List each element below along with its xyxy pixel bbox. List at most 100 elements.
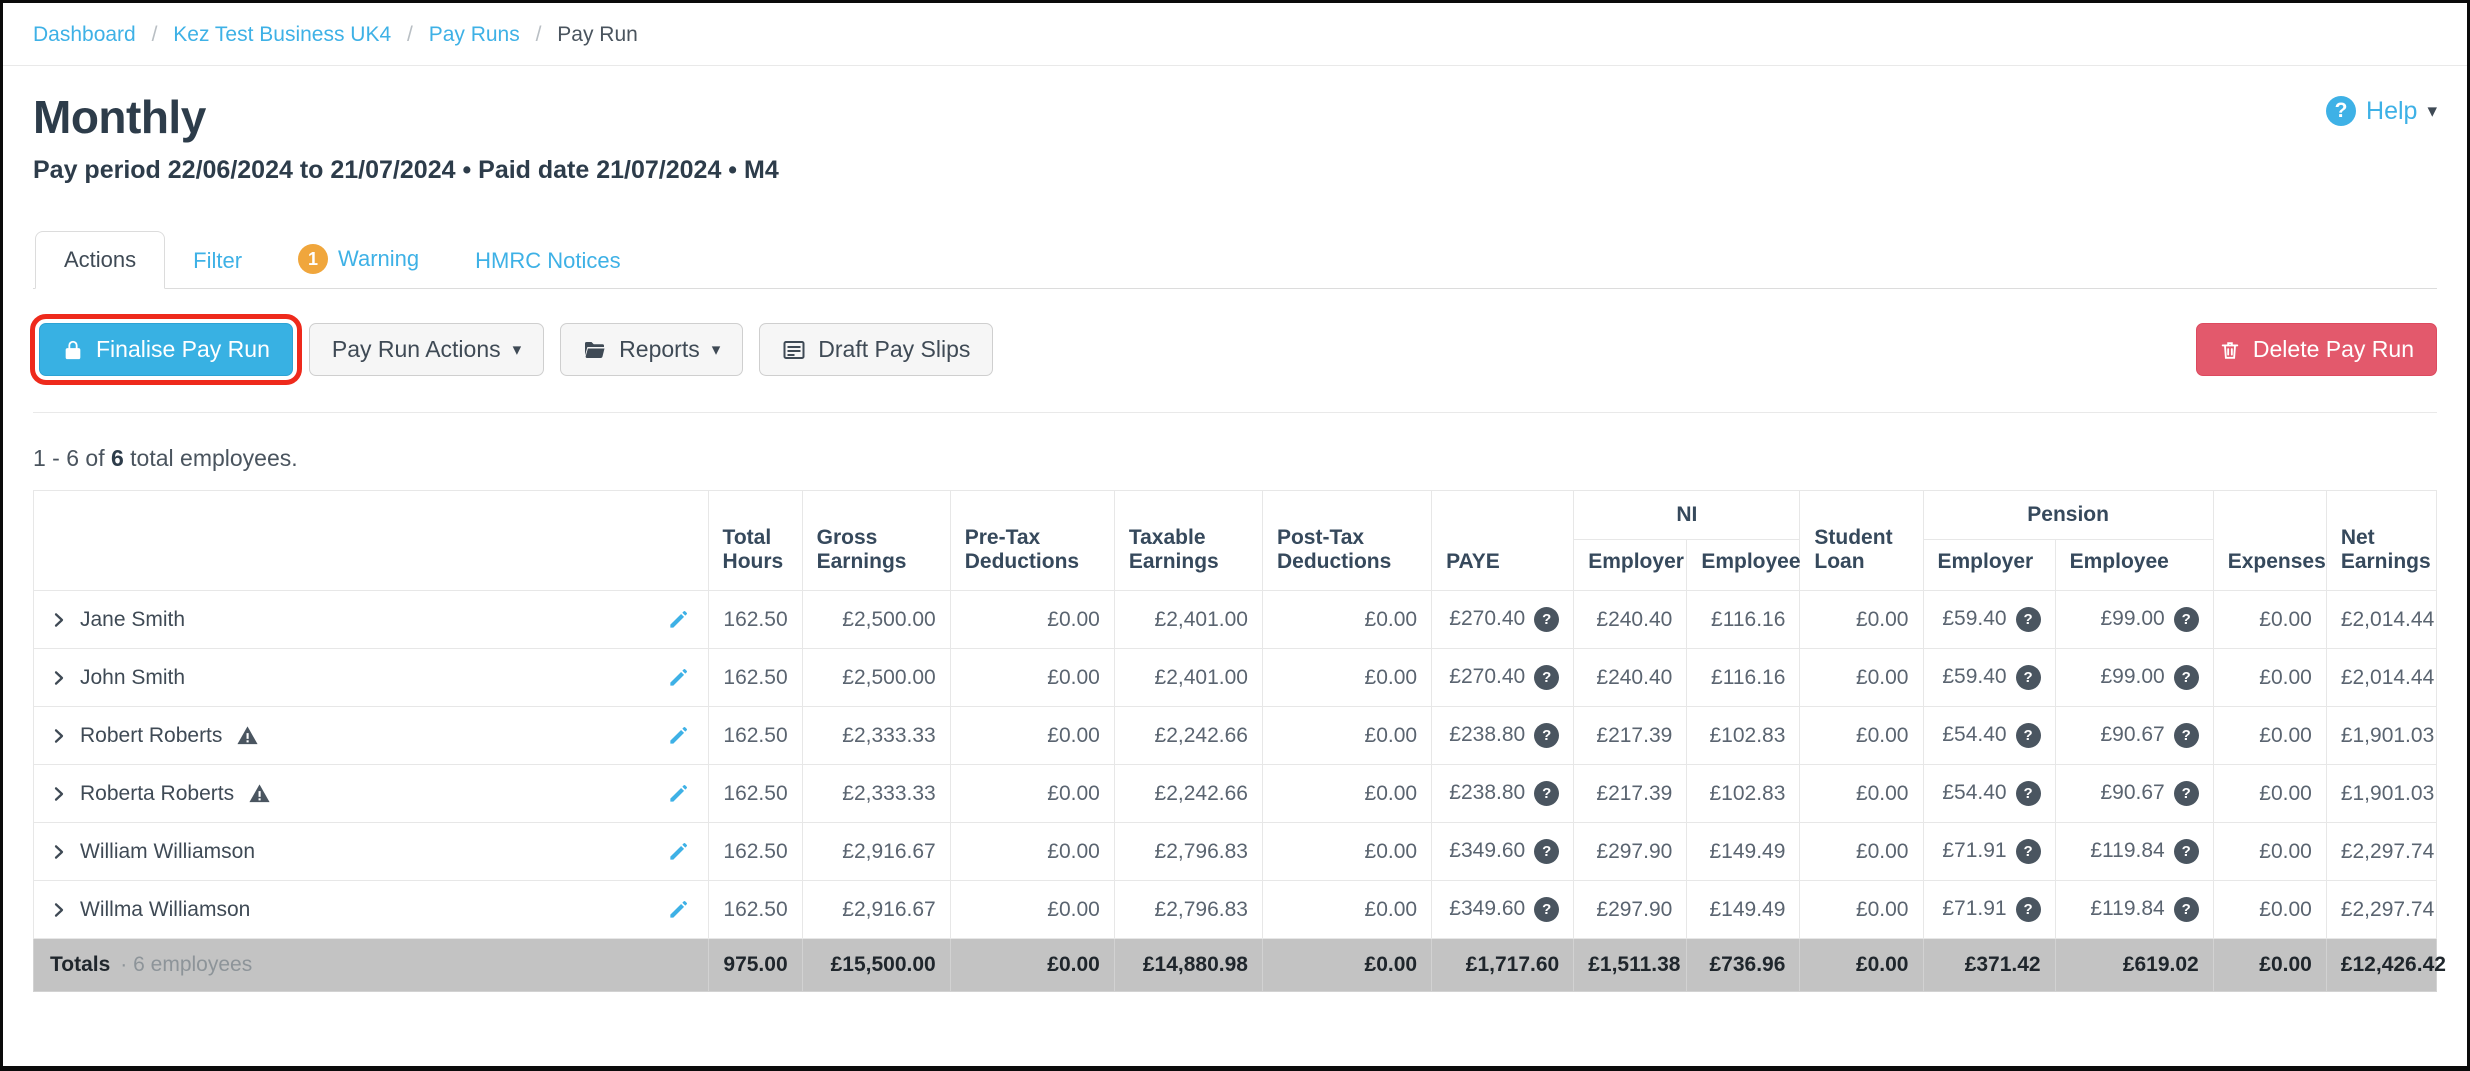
value-cell: £270.40? <box>1431 648 1575 707</box>
help-circle-icon[interactable]: ? <box>2015 839 2041 864</box>
col-header-ni-employee: Employee <box>1686 539 1801 591</box>
help-circle-icon[interactable]: ? <box>2173 897 2199 922</box>
tab-actions[interactable]: Actions <box>35 231 166 289</box>
value-text: £349.60 <box>1449 897 1526 921</box>
help-circle-icon[interactable]: ? <box>2173 839 2199 864</box>
value-text: £54.40 <box>1942 781 2007 805</box>
chevron-right-icon[interactable] <box>50 727 68 745</box>
value-cell: £2,796.83 <box>1113 880 1263 939</box>
value-cell: £102.83 <box>1686 706 1801 765</box>
totals-separator: · <box>120 953 128 976</box>
edit-pencil-icon[interactable] <box>667 608 694 631</box>
value-text: £0.00 <box>2259 839 2312 863</box>
value-text: £2,401.00 <box>1154 607 1248 631</box>
value-text: £2,796.83 <box>1154 897 1248 921</box>
value-text: £102.83 <box>1709 723 1786 747</box>
chevron-right-icon[interactable] <box>50 843 68 861</box>
value-cell: £238.80? <box>1431 764 1575 823</box>
page-header: Monthly Pay period 22/06/2024 to 21/07/2… <box>33 90 779 185</box>
chevron-right-icon[interactable] <box>50 669 68 687</box>
breadcrumb-separator: / <box>535 23 542 46</box>
warning-icon[interactable] <box>236 724 259 747</box>
help-menu[interactable]: ? Help ▾ <box>2326 96 2437 126</box>
draft-pay-slips-label: Draft Pay Slips <box>818 336 971 362</box>
tab-bar: Actions Filter 1 Warning HMRC Notices <box>33 229 2437 289</box>
value-text: £0.00 <box>1047 665 1100 689</box>
value-text: £90.67 <box>2100 781 2165 805</box>
help-circle-icon[interactable]: ? <box>1534 781 1560 806</box>
help-circle-icon[interactable]: ? <box>2015 607 2041 632</box>
edit-pencil-icon[interactable] <box>667 898 694 921</box>
value-cell: £240.40 <box>1573 648 1688 707</box>
edit-pencil-icon[interactable] <box>667 724 694 747</box>
breadcrumb-link-pay-runs[interactable]: Pay Runs <box>428 23 520 46</box>
table-row: Jane Smith 162.50 £2,500.00 £0.00 £2,401.00… <box>33 590 2438 649</box>
employee-name-cell[interactable]: Willma Williamson <box>33 880 709 939</box>
breadcrumb-link-dashboard[interactable]: Dashboard <box>33 23 136 46</box>
value-text: £238.80 <box>1449 781 1526 805</box>
value-cell: £59.40? <box>1922 648 2056 707</box>
help-circle-icon[interactable]: ? <box>2173 665 2199 690</box>
tab-hmrc-notices[interactable]: HMRC Notices <box>447 233 648 289</box>
help-circle-icon[interactable]: ? <box>2173 723 2199 748</box>
tab-warning[interactable]: 1 Warning <box>270 229 447 289</box>
value-cell: £0.00 <box>1799 764 1924 823</box>
value-text: £0.00 <box>1047 781 1100 805</box>
help-circle-icon[interactable]: ? <box>2173 607 2199 632</box>
col-header-taxable-earnings: Taxable Earnings <box>1113 490 1263 591</box>
value-text: £2,500.00 <box>842 607 936 631</box>
help-circle-icon[interactable]: ? <box>1534 897 1560 922</box>
value-text: £0.00 <box>1364 665 1418 689</box>
chevron-right-icon[interactable] <box>50 611 68 629</box>
tab-filter[interactable]: Filter <box>165 233 270 289</box>
reports-dropdown[interactable]: Reports ▾ <box>560 323 744 376</box>
help-circle-icon[interactable]: ? <box>2015 723 2041 748</box>
help-circle-icon[interactable]: ? <box>1534 665 1560 690</box>
employee-name: Roberta Roberts <box>80 781 235 805</box>
delete-pay-run-button[interactable]: Delete Pay Run <box>2195 323 2437 376</box>
tab-actions-label: Actions <box>64 247 137 272</box>
group-header-ni: NI <box>1573 490 1801 540</box>
value-text: £2,014.44 <box>2340 607 2435 631</box>
help-circle-icon[interactable]: ? <box>2015 897 2041 922</box>
value-cell: £0.00 <box>949 938 1115 992</box>
value-cell: £270.40? <box>1431 590 1575 649</box>
col-header-net-earnings: Net Earnings <box>2325 490 2438 591</box>
col-header-ni-employer: Employer <box>1573 539 1688 591</box>
totals-sublabel: 6 employees <box>133 953 253 976</box>
value-text: 162.50 <box>723 607 788 631</box>
chevron-right-icon[interactable] <box>50 785 68 803</box>
employee-name-cell[interactable]: Jane Smith <box>33 590 709 649</box>
value-cell: £619.02 <box>2054 938 2214 992</box>
breadcrumb-link-business[interactable]: Kez Test Business UK4 <box>173 23 392 46</box>
employee-name-cell[interactable]: Roberta Roberts <box>33 764 709 823</box>
help-circle-icon[interactable]: ? <box>2015 665 2041 690</box>
value-cell: £149.49 <box>1686 822 1801 881</box>
help-circle-icon[interactable]: ? <box>1534 607 1560 632</box>
finalise-pay-run-button[interactable]: Finalise Pay Run <box>30 314 302 385</box>
value-text: £0.00 <box>1855 607 1909 631</box>
value-text: £2,297.74 <box>2340 839 2435 863</box>
value-cell: £59.40? <box>1922 590 2056 649</box>
help-circle-icon[interactable]: ? <box>1534 839 1560 864</box>
table-row: Willma Williamson 162.50 £2,916.67 £0.00 £2… <box>33 880 2438 939</box>
value-text: £0.00 <box>1047 897 1100 921</box>
help-circle-icon[interactable]: ? <box>1534 723 1560 748</box>
chevron-right-icon[interactable] <box>50 901 68 919</box>
value-cell: £1,717.60 <box>1431 938 1575 992</box>
employee-name-cell[interactable]: Robert Roberts <box>33 706 709 765</box>
help-circle-icon[interactable]: ? <box>2173 781 2199 806</box>
value-text: £297.90 <box>1596 839 1673 863</box>
table-row: William Williamson 162.50 £2,916.67 £0.00 £… <box>33 822 2438 881</box>
help-circle-icon[interactable]: ? <box>2015 781 2041 806</box>
employee-name-cell[interactable]: William Williamson <box>33 822 709 881</box>
col-header-total-hours: Total Hours <box>707 490 803 591</box>
warning-icon[interactable] <box>248 782 271 805</box>
edit-pencil-icon[interactable] <box>667 782 694 805</box>
edit-pencil-icon[interactable] <box>667 840 694 863</box>
employee-name-cell[interactable]: John Smith <box>33 648 709 707</box>
help-label: Help <box>2366 96 2418 125</box>
edit-pencil-icon[interactable] <box>667 666 694 689</box>
draft-pay-slips-button[interactable]: Draft Pay Slips <box>759 323 994 376</box>
pay-run-actions-dropdown[interactable]: Pay Run Actions ▾ <box>308 323 545 376</box>
